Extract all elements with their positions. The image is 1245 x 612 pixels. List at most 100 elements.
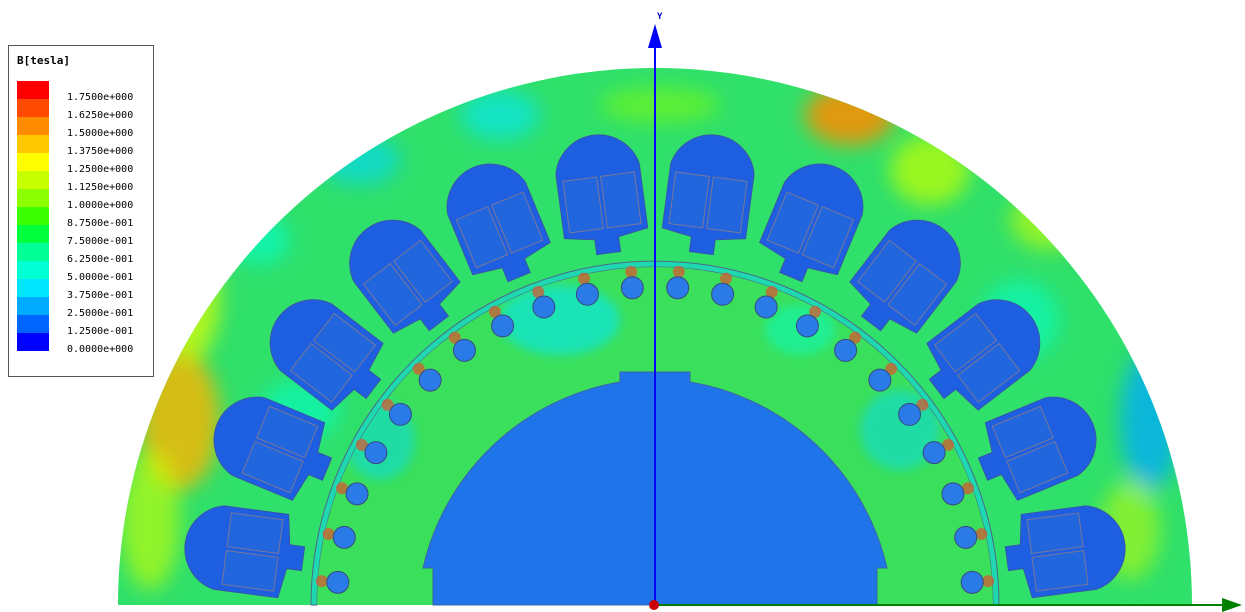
legend-swatch xyxy=(17,207,49,225)
bar-hotspot xyxy=(982,575,995,588)
legend-swatch xyxy=(17,279,49,297)
legend-label: 1.6250e+000 xyxy=(67,110,134,121)
rotor-bar xyxy=(326,570,350,594)
rotor-bar xyxy=(754,295,778,319)
stator-coil xyxy=(661,134,755,256)
legend: B[tesla] 1.7500e+000 1.6250e+000 1.5000e+0… xyxy=(8,45,154,377)
rotor-bar xyxy=(491,314,515,338)
stator-coil xyxy=(926,299,1041,411)
rotor-bar xyxy=(575,282,599,306)
rotor-bar xyxy=(418,368,442,392)
coil-conductor xyxy=(801,205,855,269)
rotor-bar xyxy=(711,282,735,306)
coil-conductor xyxy=(255,405,319,459)
legend-swatch xyxy=(17,261,49,279)
bar-hotspot xyxy=(336,482,349,495)
stator-coils xyxy=(184,134,1126,599)
legend-swatch xyxy=(17,153,49,171)
rotor-bar xyxy=(620,276,644,300)
coil-conductor xyxy=(600,171,642,229)
coil-conductor xyxy=(490,191,544,254)
coil-conductor xyxy=(455,205,509,269)
legend-swatch xyxy=(17,243,49,261)
coil-conductor xyxy=(668,171,710,229)
legend-label: 1.2500e-001 xyxy=(67,326,134,337)
stator-coil xyxy=(1004,505,1126,599)
legend-label: 8.7500e-001 xyxy=(67,218,134,229)
legend-swatch xyxy=(17,135,49,153)
stator-coil xyxy=(977,396,1097,501)
bar-hotspot xyxy=(916,398,929,411)
bar-hotspot xyxy=(719,272,732,285)
bar-hotspot xyxy=(942,438,955,451)
rotor-bar xyxy=(345,482,369,506)
bar-hotspot xyxy=(809,305,822,318)
coil-conductor xyxy=(933,312,998,373)
rotor-bar xyxy=(834,338,858,362)
legend-label: 1.5000e+000 xyxy=(67,128,134,139)
legend-swatch xyxy=(17,189,49,207)
legend-label: 7.5000e-001 xyxy=(67,236,134,247)
coil-conductor xyxy=(312,312,377,373)
legend-label: 1.7500e+000 xyxy=(67,92,134,103)
bar-hotspot xyxy=(355,438,368,451)
stator-coil xyxy=(184,505,306,599)
legend-label: 1.1250e+000 xyxy=(67,182,134,193)
legend-label: 6.2500e-001 xyxy=(67,254,134,265)
rotor-bar xyxy=(364,441,388,465)
bar-hotspot xyxy=(765,286,778,299)
legend-label: 1.2500e+000 xyxy=(67,164,134,175)
rotor-bar xyxy=(388,402,412,426)
origin-marker xyxy=(649,600,659,610)
coil-conductor xyxy=(562,176,604,234)
legend-swatch xyxy=(17,171,49,189)
stator-coil xyxy=(849,219,961,334)
stator-coil xyxy=(269,299,384,411)
legend-label: 3.7500e-001 xyxy=(67,290,134,301)
legend-swatch xyxy=(17,333,49,351)
rotor-bar xyxy=(795,314,819,338)
legend-label: 0.0000e+000 xyxy=(67,344,134,355)
bar-hotspot xyxy=(961,482,974,495)
x-axis-arrow xyxy=(1222,598,1242,612)
legend-title: B[tesla] xyxy=(17,54,70,67)
legend-label: 2.5000e-001 xyxy=(67,308,134,319)
coil-conductor xyxy=(289,342,354,403)
bar-hotspot xyxy=(625,265,638,278)
rotor-bar xyxy=(666,276,690,300)
legend-swatch xyxy=(17,81,49,99)
coil-conductor xyxy=(991,405,1055,459)
bar-hotspot xyxy=(412,362,425,375)
bar-hotspot xyxy=(448,331,461,344)
rotor-bar xyxy=(532,295,556,319)
bar-hotspot xyxy=(532,286,545,299)
bar-hotspot xyxy=(849,331,862,344)
coil-conductor xyxy=(362,262,423,327)
rotor-bars xyxy=(315,265,995,594)
coil-conductor xyxy=(706,176,748,234)
coil-conductor xyxy=(766,191,820,254)
coil-conductor xyxy=(887,262,948,327)
coil-conductor xyxy=(241,440,304,494)
coil-conductor xyxy=(1006,440,1069,494)
coil-conductor xyxy=(226,512,284,554)
legend-swatch xyxy=(17,225,49,243)
legend-label: 1.3750e+000 xyxy=(67,146,134,157)
bar-hotspot xyxy=(975,528,988,541)
coil-conductor xyxy=(1031,550,1089,592)
rotor-bar xyxy=(960,570,984,594)
y-axis-label: Y xyxy=(657,12,663,22)
legend-swatch xyxy=(17,315,49,333)
bar-hotspot xyxy=(672,265,685,278)
bar-hotspot xyxy=(322,528,335,541)
legend-label: 1.0000e+000 xyxy=(67,200,134,211)
stator-coil xyxy=(446,163,551,283)
legend-label: 5.0000e-001 xyxy=(67,272,134,283)
rotor-bar xyxy=(868,368,892,392)
bar-hotspot xyxy=(578,272,591,285)
rotor-bar xyxy=(922,441,946,465)
legend-swatch xyxy=(17,99,49,117)
rotor-bar xyxy=(332,525,356,549)
y-axis-arrow xyxy=(648,24,662,48)
